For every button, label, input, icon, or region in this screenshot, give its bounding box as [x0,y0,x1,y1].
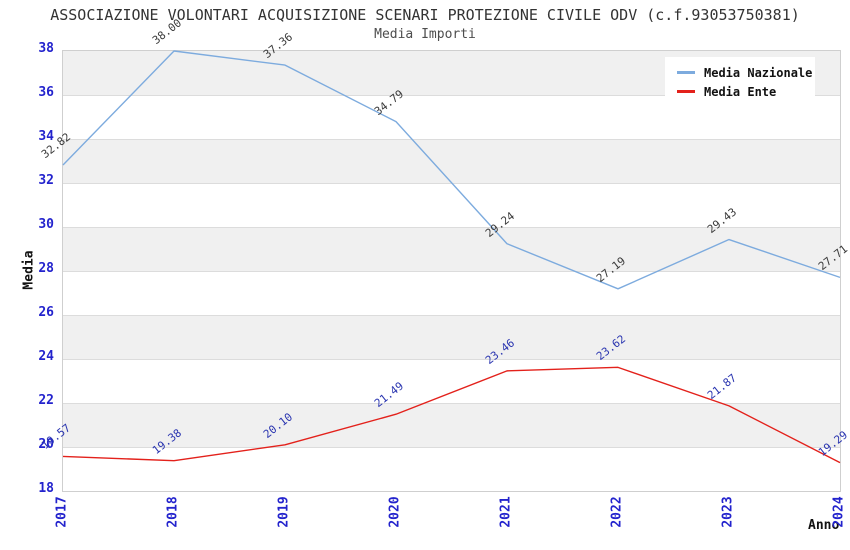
y-tick-label: 38 [38,41,54,56]
y-tick-label: 22 [38,393,54,408]
point-value-label: 23.62 [593,332,629,364]
x-tick-label: 2024 [831,496,847,528]
point-value-label: 29.24 [482,209,518,240]
plot-area: 32.82 38.00 37.36 34.79 29.24 27.19 29.43 27.71… [39,16,850,492]
y-tick-label: 36 [38,85,54,100]
point-value-label: 34.79 [371,86,407,118]
y-tick-label: 18 [38,481,54,496]
y-tick-label: 26 [38,305,54,320]
chart-subtitle: Media Importi [374,27,476,42]
plot-band [63,447,840,491]
x-axis: 2017 2018 2019 2020 2021 2022 2023 2024 [55,490,847,550]
plot-band [63,227,840,271]
point-labels: 32.82 38.00 37.36 34.79 29.24 27.19 29.43 27.71… [39,16,850,491]
x-tick-label: 2020 [387,496,403,528]
gridline [63,95,840,96]
media-ente-line-swatch [677,90,695,93]
series-line-media-nazionale [62,50,841,290]
y-tick-label: 28 [38,261,54,276]
x-tick-label: 2022 [609,496,625,528]
y-tick-label: 34 [38,129,54,144]
legend-label: Media Nazionale [704,65,813,80]
gridline [63,403,840,404]
y-axis: 38 36 34 32 30 28 26 24 22 20 18 [0,41,56,496]
point-value-label: 21.87 [704,371,740,402]
gridline [63,359,840,360]
y-tick-label: 20 [38,437,54,452]
y-tick-label: 32 [38,173,54,188]
x-tick-label: 2017 [54,496,70,528]
x-tick-label: 2023 [720,496,736,528]
line-layer [62,50,841,464]
point-value-label: 21.49 [371,379,407,411]
y-tick-label: 24 [38,349,54,364]
y-tick-label: 30 [38,217,54,232]
gridline [63,315,840,316]
point-value-label: 29.43 [704,204,740,236]
plot-band [63,315,840,359]
legend: Media Nazionale Media Ente [665,57,815,105]
gridline [63,271,840,272]
point-value-label: 19.29 [815,427,850,459]
plot-band [63,271,840,315]
legend-item-media-nazionale: Media Nazionale [677,63,815,82]
x-tick-label: 2021 [498,496,514,528]
point-value-label: 20.10 [260,410,296,441]
x-axis-title: Anno [808,518,840,533]
legend-item-media-ente: Media Ente [677,82,815,101]
point-value-label: 23.46 [482,336,518,367]
chart-title: ASSOCIAZIONE VOLONTARI ACQUISIZIONE SCEN… [50,6,800,24]
plot-band [63,183,840,227]
x-tick-label: 2019 [276,496,292,528]
point-value-label: 27.71 [815,242,850,274]
point-value-label: 19.38 [149,425,185,457]
series-line-media-ente [62,366,841,464]
gridline [63,139,840,140]
plot-band [63,359,840,403]
point-value-label: 27.19 [593,254,629,285]
plot-band [63,139,840,183]
gridline [63,447,840,448]
gridline [63,227,840,228]
media-nazionale-line-swatch [677,71,695,74]
plot-band [63,403,840,447]
legend-label: Media Ente [704,84,777,99]
x-tick-label: 2018 [165,496,181,528]
